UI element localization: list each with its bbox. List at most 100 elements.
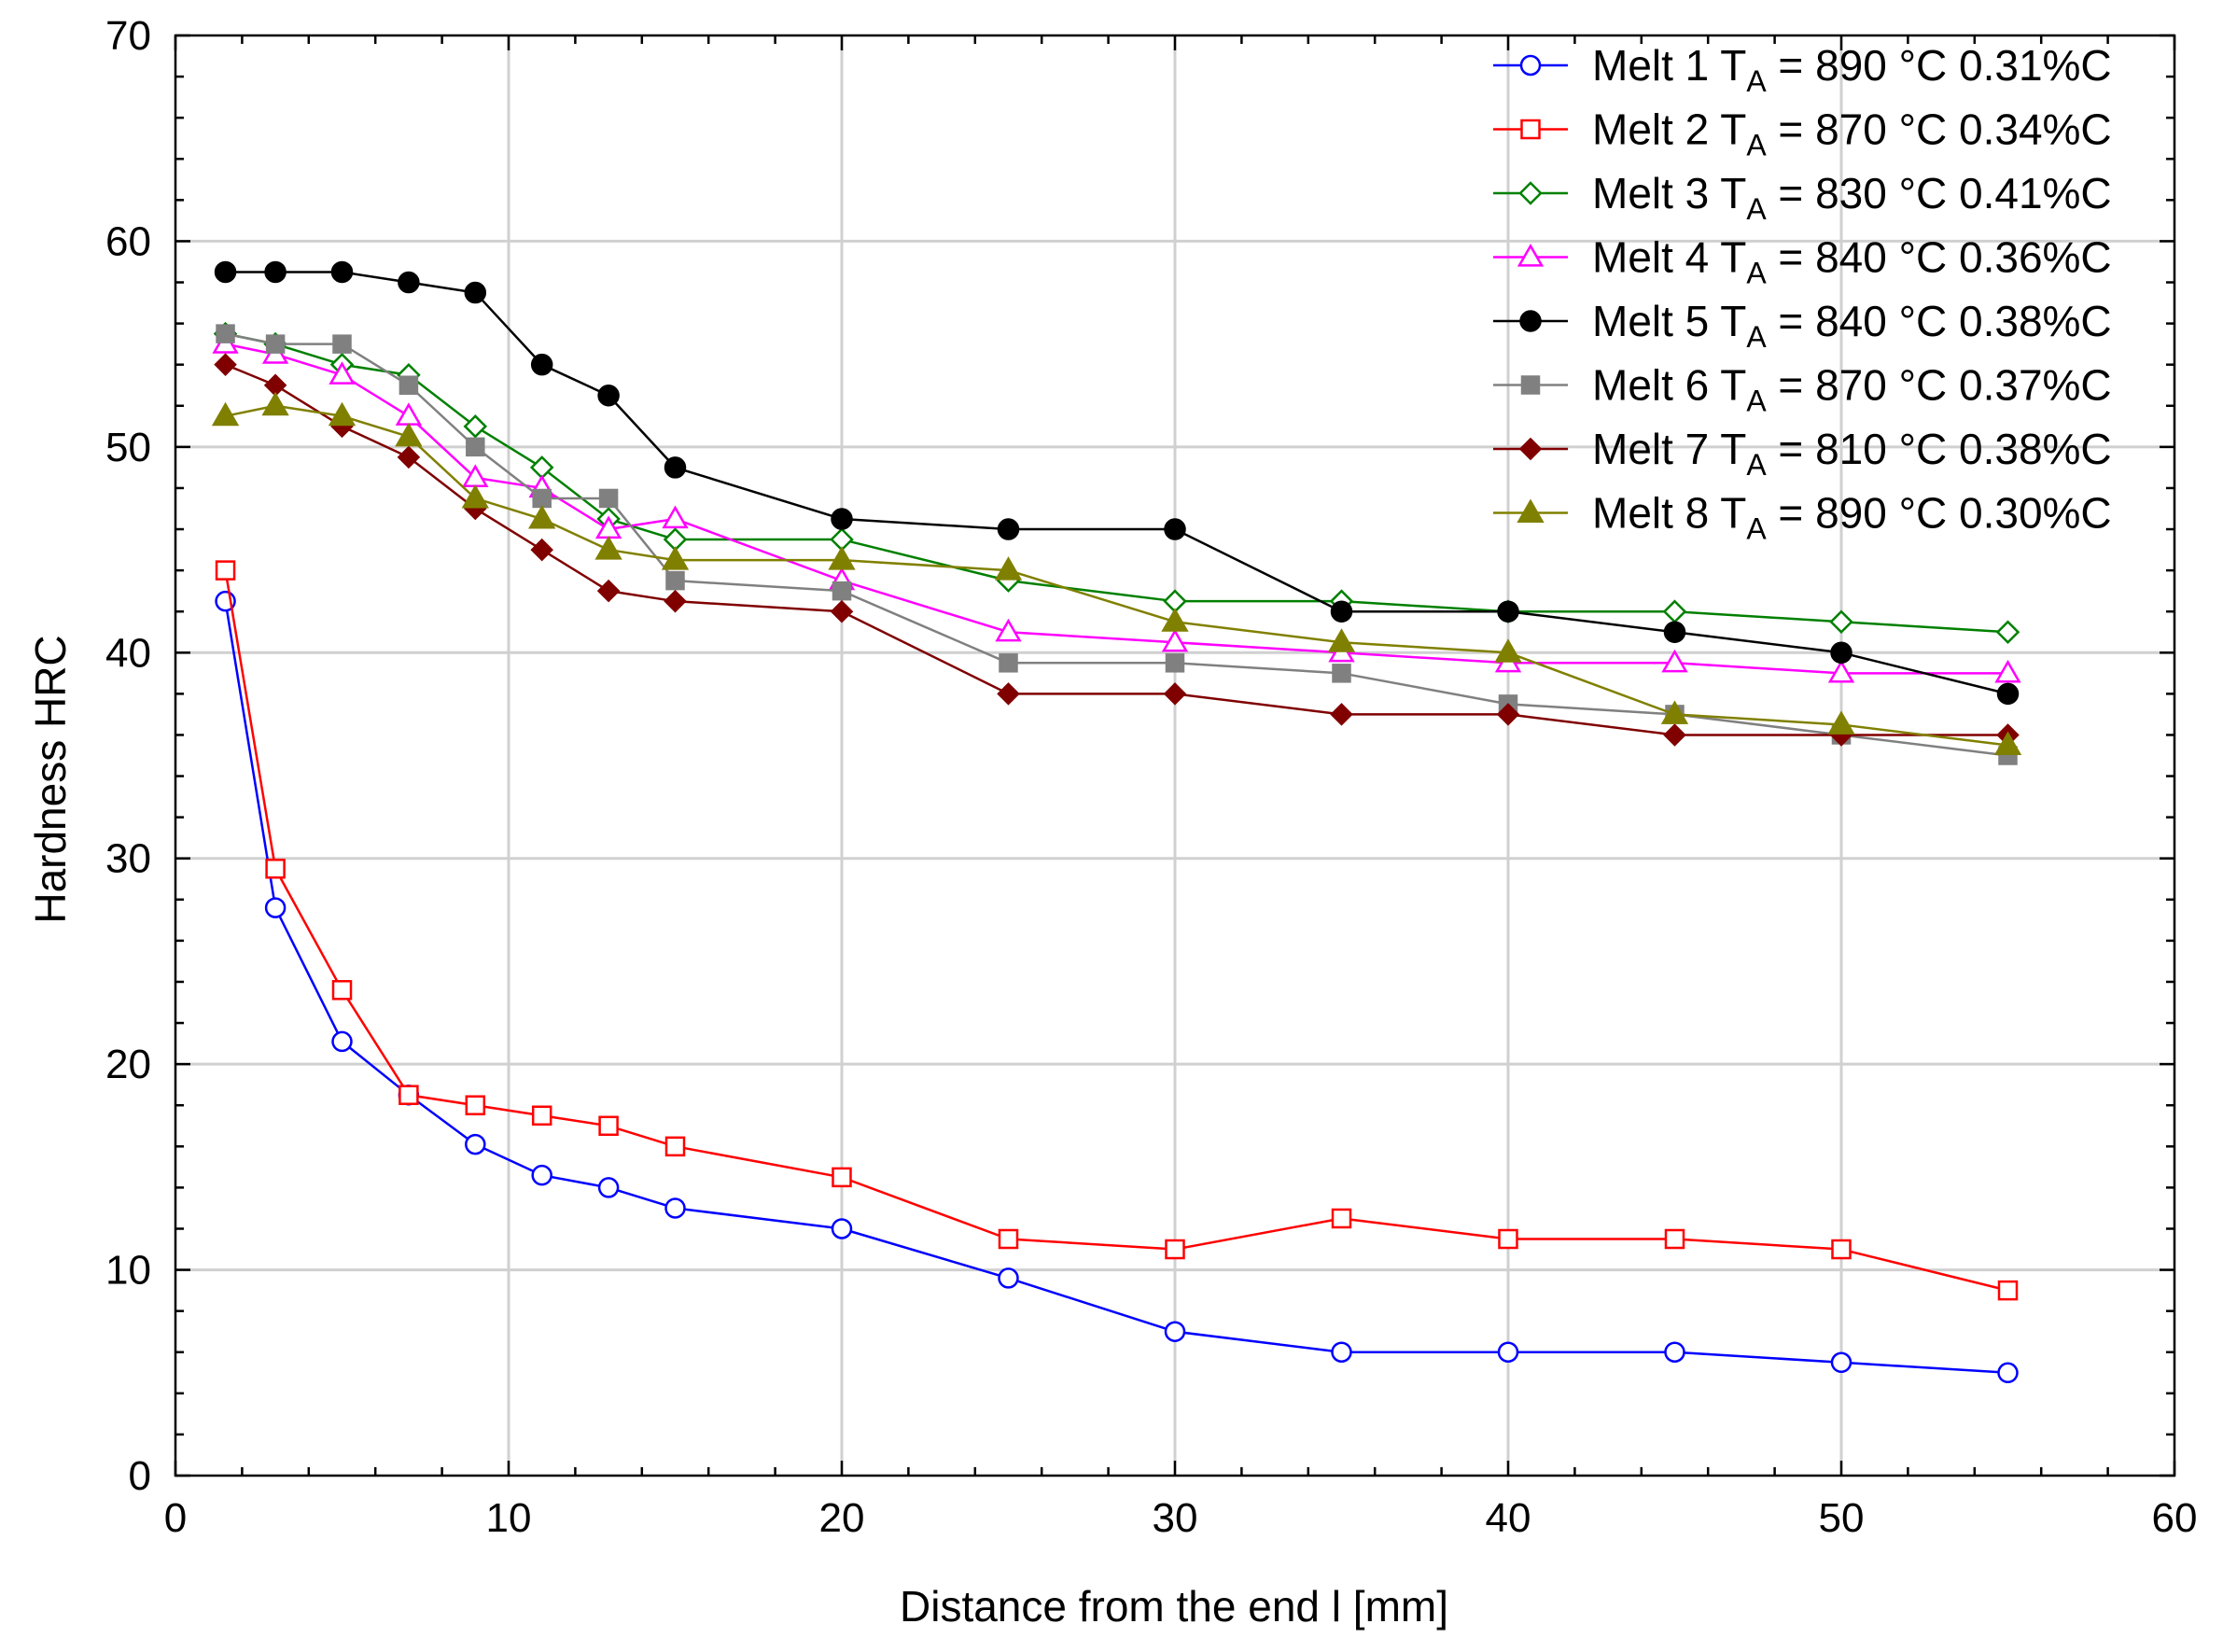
- series-line-8: [225, 404, 2008, 747]
- legend-marker: [1520, 119, 1541, 140]
- y-tick-label: 60: [105, 218, 151, 264]
- data-point: [662, 505, 689, 529]
- data-point: [1660, 700, 1689, 724]
- series-6: [216, 324, 2018, 765]
- data-point: [530, 353, 553, 376]
- data-point: [665, 570, 685, 591]
- data-point: [264, 260, 287, 284]
- data-point: [1163, 682, 1187, 706]
- data-point: [1164, 1321, 1186, 1342]
- legend-item-2: Melt 2 TA = 870 °C 0.34%C: [1493, 105, 2112, 162]
- data-point: [598, 488, 619, 509]
- data-point: [994, 556, 1023, 581]
- data-point: [215, 560, 236, 581]
- data-point: [1165, 653, 1185, 673]
- data-point: [830, 599, 854, 623]
- data-point: [594, 536, 622, 560]
- data-point: [1330, 600, 1353, 623]
- data-point: [1165, 1239, 1185, 1260]
- data-point: [598, 1115, 619, 1137]
- data-point: [1498, 1228, 1518, 1250]
- data-point: [1997, 1280, 2019, 1301]
- data-point: [596, 579, 621, 603]
- data-point: [1663, 723, 1686, 747]
- series-line-1: [224, 600, 2008, 1375]
- x-tick-label: 10: [486, 1495, 532, 1541]
- data-point: [1994, 659, 2021, 683]
- y-tick-label: 20: [105, 1042, 151, 1087]
- legend-item-6: Melt 6 TA = 870 °C 0.37%C: [1493, 361, 2112, 418]
- data-point: [664, 456, 687, 479]
- data-point: [832, 1167, 852, 1188]
- data-point: [997, 682, 1020, 706]
- x-tick-label: 20: [819, 1495, 865, 1541]
- data-point: [264, 897, 287, 918]
- legend-item-8: Melt 8 TA = 890 °C 0.30%C: [1493, 489, 2112, 546]
- data-point: [597, 385, 620, 407]
- data-point: [1996, 682, 2020, 706]
- data-point: [1497, 600, 1519, 623]
- data-point: [1829, 609, 1853, 634]
- series-2: [215, 560, 2019, 1301]
- x-tick-label: 0: [164, 1495, 187, 1541]
- data-point: [265, 334, 286, 354]
- data-point: [1332, 664, 1351, 683]
- legend-label: Melt 7 TA = 810 °C 0.38%C: [1592, 425, 2112, 482]
- data-point: [398, 375, 419, 395]
- data-point: [1161, 628, 1189, 652]
- data-point: [997, 518, 1020, 540]
- y-tick-label: 40: [105, 630, 151, 676]
- y-tick-label: 30: [105, 836, 151, 882]
- data-point: [329, 361, 356, 385]
- data-point: [1995, 620, 2020, 645]
- legend-item-1: Melt 1 TA = 890 °C 0.31%C: [1493, 41, 2112, 98]
- data-point: [832, 581, 852, 601]
- data-point: [1993, 731, 2022, 755]
- data-point: [214, 260, 237, 284]
- x-axis-title: Distance from the end l [mm]: [900, 1582, 1448, 1631]
- data-point: [999, 653, 1018, 673]
- data-point: [1161, 608, 1189, 632]
- data-point: [265, 858, 286, 879]
- series-8: [211, 391, 2022, 755]
- series-line-7: [225, 363, 2008, 736]
- data-point: [395, 422, 423, 447]
- series-line-2: [224, 569, 2008, 1292]
- data-point: [831, 1218, 853, 1239]
- data-point: [1661, 649, 1688, 673]
- data-point: [465, 1133, 486, 1155]
- legend-item-3: Melt 3 TA = 830 °C 0.41%C: [1493, 169, 2112, 226]
- data-point: [214, 353, 237, 376]
- legend-item-7: Melt 7 TA = 810 °C 0.38%C: [1493, 425, 2112, 482]
- legend-item-4: Melt 4 TA = 840 °C 0.36%C: [1493, 233, 2112, 290]
- data-point: [531, 1164, 552, 1186]
- data-point: [331, 1030, 353, 1053]
- data-point: [1164, 518, 1186, 540]
- y-tick-label: 70: [105, 13, 151, 59]
- data-point: [664, 1197, 686, 1219]
- data-point: [216, 324, 235, 343]
- y-tick-label: 0: [129, 1453, 151, 1499]
- data-point: [1997, 1362, 2019, 1384]
- series-5: [214, 260, 2020, 706]
- x-tick-label: 40: [1486, 1495, 1531, 1541]
- data-point: [328, 401, 357, 427]
- data-point: [1331, 1208, 1352, 1229]
- data-point: [995, 618, 1022, 642]
- data-point: [532, 488, 552, 509]
- data-point: [211, 401, 240, 427]
- data-point: [531, 1105, 552, 1126]
- data-point: [1831, 1239, 1852, 1260]
- y-axis-title: Hardness HRC: [26, 635, 75, 923]
- data-point: [466, 437, 485, 457]
- legend-label: Melt 3 TA = 830 °C 0.41%C: [1592, 169, 2112, 226]
- data-point: [1330, 703, 1353, 726]
- data-point: [461, 483, 489, 509]
- data-point: [398, 271, 420, 294]
- data-point: [332, 334, 352, 354]
- data-point: [331, 980, 353, 1001]
- legend-label: Melt 4 TA = 840 °C 0.36%C: [1592, 233, 2112, 290]
- data-point: [1664, 1228, 1685, 1250]
